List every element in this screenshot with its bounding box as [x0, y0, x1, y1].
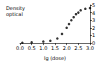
svg-text:0.5: 0.5 [28, 45, 36, 51]
svg-text:0: 0 [92, 40, 96, 47]
svg-text:2: 2 [92, 25, 95, 31]
svg-text:1.5: 1.5 [51, 45, 59, 51]
svg-text:optical: optical [6, 11, 23, 18]
svg-text:2.5: 2.5 [74, 45, 82, 51]
svg-text:1: 1 [92, 32, 95, 38]
svg-text:3.0: 3.0 [86, 45, 94, 51]
svg-text:0.0: 0.0 [16, 45, 24, 51]
svg-text:lg (dose): lg (dose) [44, 55, 66, 62]
svg-text:2.0: 2.0 [63, 45, 71, 51]
svg-text:Density: Density [6, 5, 25, 11]
svg-text:4: 4 [92, 10, 95, 16]
svg-text:1.0: 1.0 [39, 45, 47, 51]
svg-text:5: 5 [92, 2, 95, 8]
svg-text:3: 3 [92, 17, 95, 23]
